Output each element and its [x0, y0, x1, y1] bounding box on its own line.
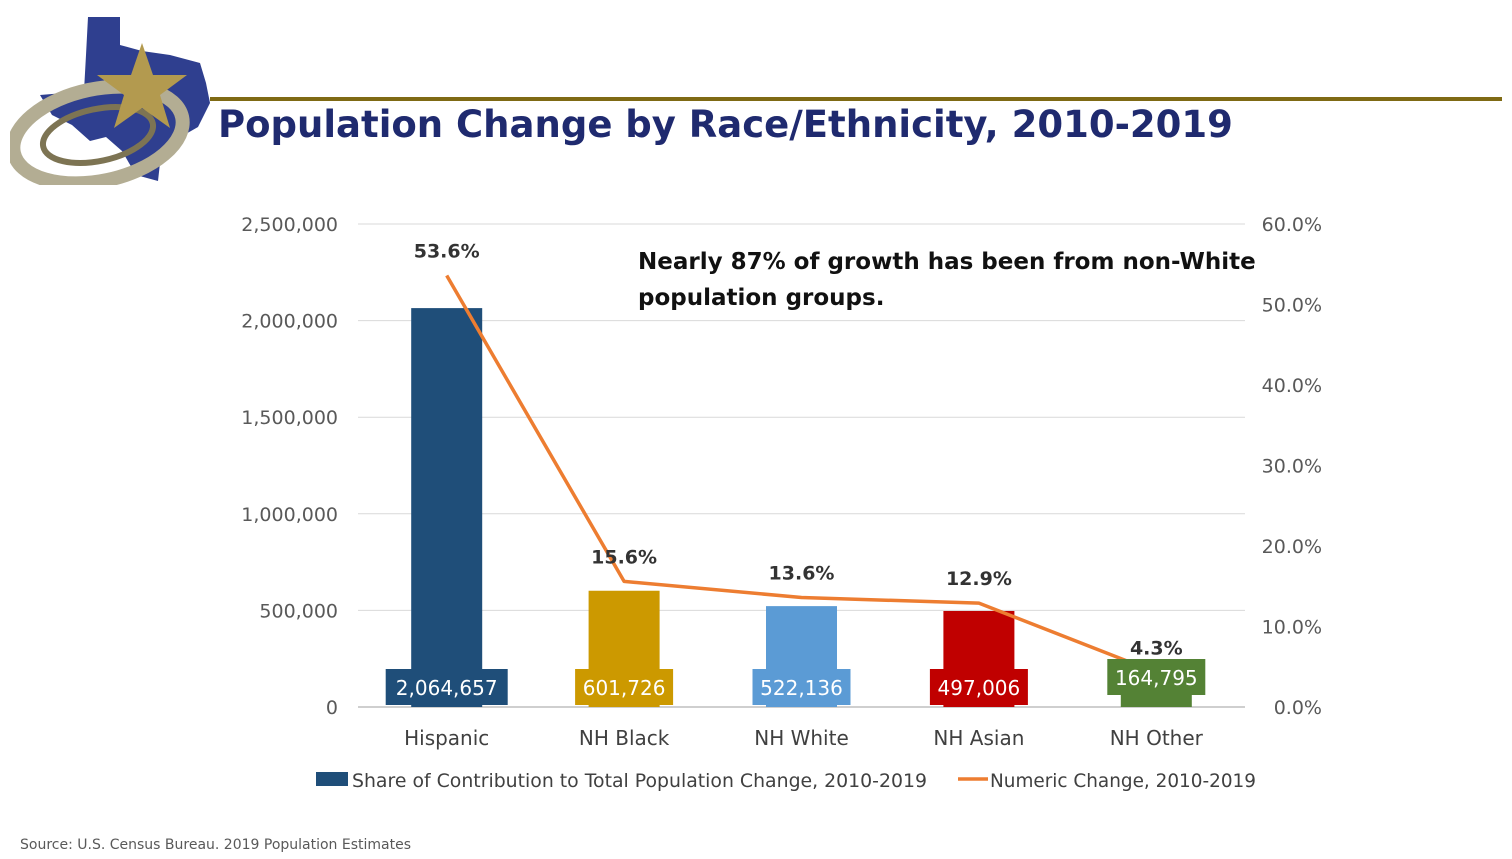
category-label: NH White [754, 726, 849, 750]
category-label: Hispanic [404, 726, 489, 750]
bar-label-box [752, 669, 851, 705]
line-value-label: 13.6% [769, 563, 835, 585]
right-tick-label: 40.0% [1262, 375, 1322, 397]
line-value-label: 4.3% [1130, 637, 1183, 659]
category-label: NH Asian [933, 726, 1024, 750]
right-axis: 0.0% 10.0% 20.0% 30.0% 40.0% 50.0% 60.0% [1262, 214, 1322, 719]
right-tick-label: 50.0% [1262, 295, 1322, 317]
line-value-label: 12.9% [946, 568, 1012, 590]
data-labels: 2,064,657 601,726 522,136 497,006 164,795 53.… [385, 241, 1206, 705]
category-label: NH Black [579, 726, 670, 750]
right-tick-label: 20.0% [1262, 536, 1322, 558]
left-axis: 0 500,000 1,000,000 1,500,000 2,000,000 2,500… [241, 214, 338, 719]
left-tick-label: 2,500,000 [241, 214, 338, 236]
left-tick-label: 2,000,000 [241, 311, 338, 333]
page-title: Population Change by Race/Ethnicity, 201… [218, 103, 1233, 146]
line-value-label: 53.6% [414, 241, 480, 263]
legend: Share of Contribution to Total Populatio… [316, 770, 1256, 792]
bar-value-label: 497,006 [938, 676, 1021, 700]
bar-value-label: 2,064,657 [396, 676, 498, 700]
left-tick-label: 500,000 [259, 600, 338, 622]
category-label: NH Other [1110, 726, 1204, 750]
bar-label-box [575, 669, 674, 705]
bar-value-label: 522,136 [760, 676, 843, 700]
right-tick-label: 10.0% [1262, 617, 1322, 639]
bar [411, 308, 483, 707]
bar-label-box [385, 669, 508, 705]
left-tick-label: 1,500,000 [241, 407, 338, 429]
right-tick-label: 30.0% [1262, 456, 1322, 478]
gridlines [358, 223, 1245, 611]
left-tick-label: 0 [326, 697, 338, 719]
bar-label-box [929, 669, 1028, 705]
bars [411, 308, 1192, 707]
legend-swatch-bar [316, 772, 348, 786]
logo-icon [10, 17, 210, 185]
bar-value-label: 164,795 [1115, 666, 1198, 690]
title-rule [210, 97, 1502, 101]
right-tick-label: 60.0% [1262, 214, 1322, 236]
left-tick-label: 1,000,000 [241, 504, 338, 526]
annotation: Nearly 87% of growth has been from non-W… [638, 249, 1256, 311]
bar-label-box [1107, 659, 1206, 695]
legend-label-bar: Share of Contribution to Total Populatio… [352, 770, 927, 792]
source-note: Source: U.S. Census Bureau. 2019 Populat… [20, 837, 412, 853]
bar-value-label: 601,726 [583, 676, 666, 700]
category-labels: Hispanic NH Black NH White NH Asian NH Other [404, 726, 1204, 750]
right-tick-label: 0.0% [1274, 697, 1322, 719]
line-value-label: 15.6% [591, 546, 657, 568]
legend-label-line: Numeric Change, 2010-2019 [990, 770, 1256, 792]
